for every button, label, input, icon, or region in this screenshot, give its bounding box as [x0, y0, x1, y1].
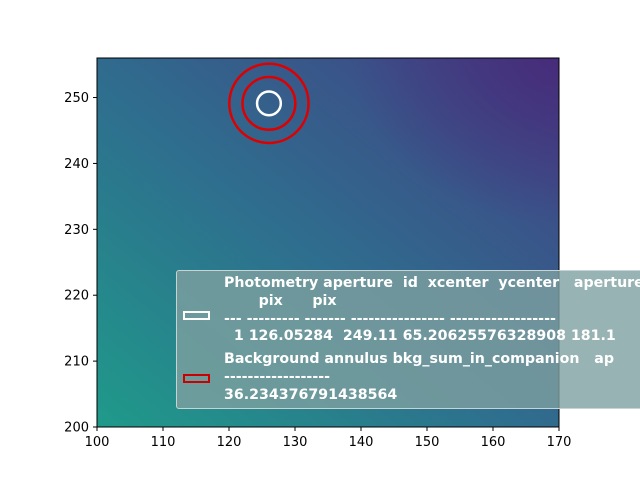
x-tick-label: 120 — [217, 435, 242, 450]
plot-area — [96, 57, 560, 428]
aperture-circle-1 — [255, 90, 283, 117]
x-tick-label: 100 — [85, 435, 110, 450]
legend-label-background: Background annulus bkg_sum_in_companion … — [224, 351, 614, 403]
legend: Photometry aperture id xcenter ycenter a… — [176, 270, 640, 409]
x-tick-label: 170 — [547, 435, 572, 450]
y-tick-label: 240 — [64, 157, 89, 172]
y-tick-label: 210 — [64, 355, 89, 370]
y-axis: 200 210 220 230 240 250 — [64, 91, 97, 436]
x-axis: 100 110 120 130 140 150 160 170 — [85, 427, 572, 450]
x-tick-label: 140 — [349, 435, 374, 450]
x-tick-label: 150 — [415, 435, 440, 450]
legend-swatch-photometry — [183, 311, 210, 320]
legend-swatch-background — [183, 374, 210, 383]
aperture-circle-2 — [241, 75, 297, 132]
x-tick-label: 160 — [481, 435, 506, 450]
x-tick-label: 130 — [283, 435, 308, 450]
axes-frame — [96, 57, 560, 428]
y-tick-label: 220 — [64, 289, 89, 304]
y-tick-label: 250 — [64, 91, 89, 106]
x-tick-label: 110 — [151, 435, 176, 450]
legend-label-photometry: Photometry aperture id xcenter ycenter a… — [224, 275, 640, 345]
y-tick-label: 200 — [64, 421, 89, 436]
aperture-circle-3 — [228, 62, 310, 145]
apertures-layer — [228, 62, 310, 145]
y-tick-label: 230 — [64, 223, 89, 238]
